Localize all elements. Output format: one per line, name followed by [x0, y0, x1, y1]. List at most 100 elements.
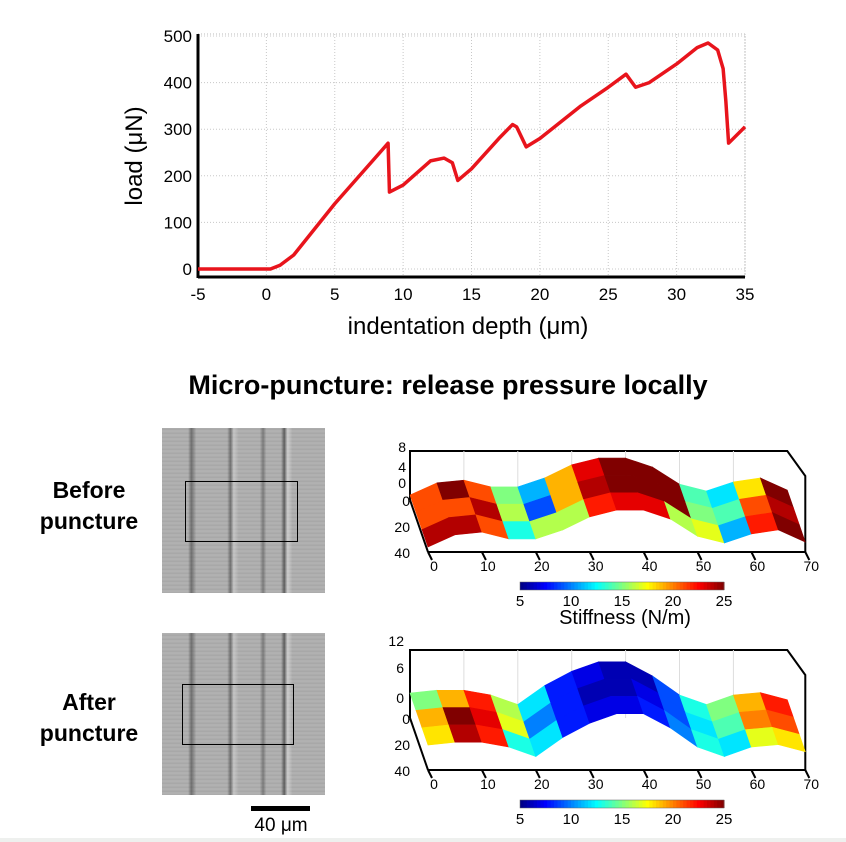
colorbar-segment — [649, 800, 654, 808]
x-tick-label: -5 — [190, 285, 205, 304]
colorbar-segment — [622, 582, 626, 590]
colorbar-segment — [662, 800, 667, 808]
colorbar-segment — [533, 582, 538, 590]
colorbar-segment — [520, 800, 524, 808]
x-tick-mark — [804, 551, 811, 561]
colorbar-segment — [598, 800, 603, 808]
colorbar-segment — [669, 800, 674, 808]
colorbar-segment — [632, 582, 637, 590]
colorbar-segment — [571, 800, 575, 808]
colorbar-tick-label: 20 — [665, 811, 682, 828]
colorbar-segment — [540, 800, 545, 808]
colorbar-segment — [717, 582, 722, 590]
colorbar-segment — [652, 582, 657, 590]
colorbar-segment — [656, 582, 660, 590]
x-tick-label: 60 — [750, 776, 766, 792]
colorbar-segment — [537, 800, 541, 808]
x-tick-label: 40 — [642, 776, 658, 792]
colorbar-segment — [713, 582, 718, 590]
z-tick-label: 6 — [396, 660, 404, 676]
depth-tick-label: 40 — [394, 545, 410, 561]
colorbar-segment — [574, 800, 579, 808]
colorbar-segment — [547, 800, 552, 808]
colorbar-segment — [720, 800, 725, 808]
y-tick-label: 300 — [164, 120, 192, 139]
y-tick-label: 0 — [183, 260, 192, 279]
x-tick-label: 30 — [588, 558, 604, 574]
colorbar-segment — [581, 582, 586, 590]
colorbar-segment — [645, 582, 650, 590]
colorbar-segment — [625, 800, 630, 808]
footer-strip — [0, 838, 846, 842]
colorbar-segment — [700, 800, 705, 808]
y-tick-label: 100 — [164, 213, 192, 232]
x-tick-mark — [481, 769, 487, 779]
colorbar-segment — [628, 582, 633, 590]
colorbar-segment — [618, 800, 623, 808]
x-tick-label: 0 — [430, 776, 438, 792]
x-tick-mark — [588, 769, 595, 779]
colorbar-segment — [676, 800, 681, 808]
depth-tick-label: 40 — [394, 763, 410, 779]
colorbar-segment — [550, 582, 555, 590]
colorbar-segment — [713, 800, 718, 808]
colorbar-segment — [642, 800, 647, 808]
colorbar-segment — [543, 582, 548, 590]
colorbar-segment — [666, 582, 671, 590]
colorbar-segment — [690, 582, 694, 590]
colorbar-segment — [523, 800, 528, 808]
colorbar-segment — [662, 582, 667, 590]
x-tick-label: 30 — [667, 285, 686, 304]
plot-box — [409, 450, 807, 552]
colorbar-segment — [686, 800, 691, 808]
x-tick-mark — [427, 769, 433, 779]
colorbar-tick-label: 5 — [516, 811, 524, 828]
colorbar-segment — [547, 582, 552, 590]
before-label-line1: Before — [52, 477, 126, 503]
colorbar-segment — [707, 582, 711, 590]
depth-tick-label: 0 — [402, 711, 410, 727]
colorbar-tick-label: 15 — [614, 593, 631, 610]
colorbar-segment — [577, 582, 582, 590]
plot-box — [409, 649, 807, 770]
colorbar-segment — [710, 800, 715, 808]
colorbar-segment — [635, 582, 640, 590]
colorbar-label: Stiffness (N/m) — [559, 607, 691, 629]
colorbar-segment — [557, 582, 562, 590]
colorbar-segment — [618, 582, 623, 590]
x-tick-label: 5 — [330, 285, 339, 304]
colorbar-frame — [519, 799, 725, 809]
x-tick-mark — [481, 551, 487, 561]
colorbar-tick-label: 25 — [716, 593, 733, 610]
colorbar-segment — [710, 582, 715, 590]
colorbar-segment — [679, 582, 684, 590]
colorbar-segment — [530, 800, 535, 808]
colorbar-segment — [683, 582, 688, 590]
x-tick-label: 10 — [394, 285, 413, 304]
colorbar-segment — [605, 800, 609, 808]
y-axis-title: load (μN) — [121, 106, 148, 205]
colorbar-segment — [700, 582, 705, 590]
x-tick-label: 10 — [480, 776, 496, 792]
colorbar-segment — [588, 800, 592, 808]
depth-tick-label: 0 — [402, 493, 410, 509]
colorbar-segment — [649, 582, 654, 590]
x-tick-label: 0 — [262, 285, 271, 304]
x-tick-label: 20 — [530, 285, 549, 304]
colorbar-segment — [601, 800, 606, 808]
x-tick-label: 35 — [736, 285, 755, 304]
colorbar-segment — [659, 800, 664, 808]
colorbar-segment — [642, 582, 647, 590]
x-tick-mark — [642, 769, 649, 779]
colorbar-tick-label: 10 — [563, 811, 580, 828]
colorbar-frame — [519, 581, 725, 591]
colorbar-segment — [557, 800, 562, 808]
colorbar-segment — [605, 582, 609, 590]
surface-cell — [771, 512, 806, 543]
colorbar-segment — [720, 582, 725, 590]
colorbar-segment — [686, 582, 691, 590]
colorbar-segment — [611, 582, 616, 590]
before-micrograph-image — [162, 428, 325, 593]
colorbar-segment — [666, 800, 671, 808]
colorbar-segment — [717, 800, 722, 808]
